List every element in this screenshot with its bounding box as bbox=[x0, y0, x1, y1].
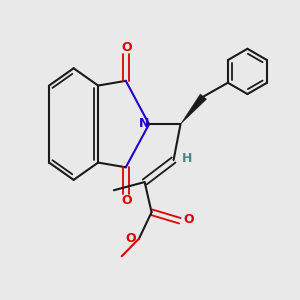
Text: N: N bbox=[139, 117, 149, 130]
Text: O: O bbox=[121, 41, 132, 54]
Polygon shape bbox=[181, 94, 207, 124]
Text: O: O bbox=[183, 213, 194, 226]
Text: O: O bbox=[121, 194, 132, 207]
Text: H: H bbox=[182, 152, 192, 165]
Text: O: O bbox=[125, 232, 136, 244]
